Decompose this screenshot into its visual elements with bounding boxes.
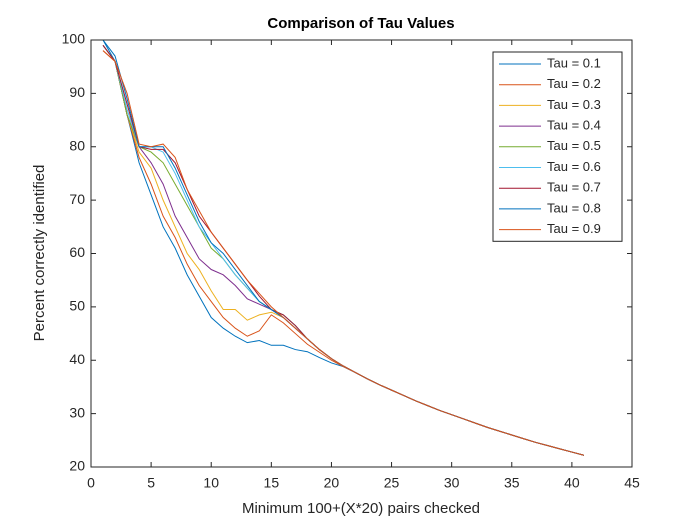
legend-label: Tau = 0.6 [547, 159, 601, 174]
y-tick-label: 80 [69, 137, 85, 153]
y-tick-label: 90 [69, 84, 85, 100]
y-tick-label: 70 [69, 191, 85, 207]
x-tick-label: 0 [87, 475, 95, 491]
x-tick-label: 35 [504, 475, 520, 491]
legend-label: Tau = 0.1 [547, 55, 601, 70]
y-axis-label: Percent correctly identified [31, 165, 48, 342]
legend-label: Tau = 0.9 [547, 221, 601, 236]
x-tick-label: 30 [444, 475, 460, 491]
y-tick-label: 100 [62, 31, 86, 47]
legend-label: Tau = 0.7 [547, 180, 601, 195]
x-tick-label: 20 [324, 475, 340, 491]
y-tick-label: 40 [69, 351, 85, 367]
x-tick-label: 5 [147, 475, 155, 491]
legend-label: Tau = 0.5 [547, 138, 601, 153]
x-axis-label: Minimum 100+(X*20) pairs checked [242, 500, 480, 517]
x-tick-label: 15 [264, 475, 280, 491]
axes-box [90, 39, 633, 468]
y-tick-label: 50 [69, 298, 85, 314]
legend-label: Tau = 0.8 [547, 200, 601, 215]
x-tick-label: 40 [564, 475, 580, 491]
legend-label: Tau = 0.3 [547, 97, 601, 112]
y-tick-label: 60 [69, 244, 85, 260]
x-tick-label: 45 [624, 475, 640, 491]
y-tick-label: 20 [69, 458, 85, 474]
series-line [102, 50, 585, 456]
x-tick-label: 25 [384, 475, 400, 491]
legend-label: Tau = 0.4 [547, 118, 601, 133]
chart-title: Comparison of Tau Values [267, 15, 454, 32]
x-tick-label: 10 [203, 475, 219, 491]
legend-label: Tau = 0.2 [547, 76, 601, 91]
y-tick-label: 30 [69, 404, 85, 420]
